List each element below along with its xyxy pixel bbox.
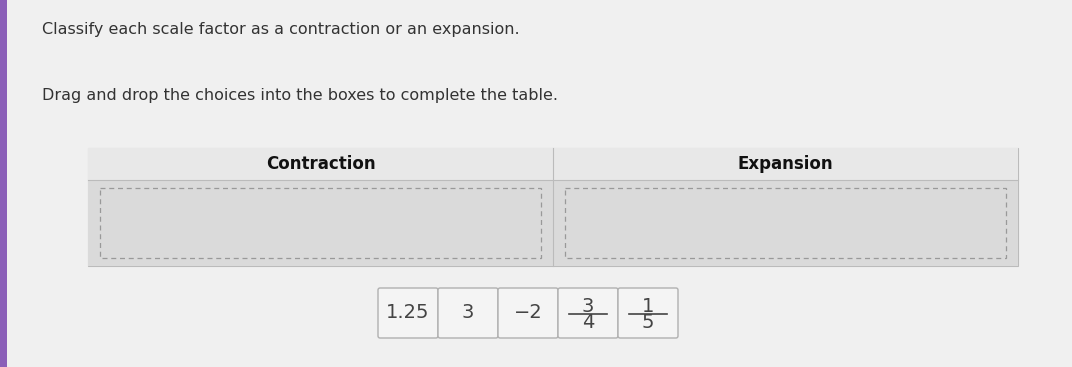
Bar — [88, 180, 1018, 266]
Text: 1.25: 1.25 — [386, 304, 430, 323]
Text: 4: 4 — [582, 313, 594, 333]
Text: 3: 3 — [462, 304, 474, 323]
Text: 5: 5 — [642, 313, 654, 333]
Text: Drag and drop the choices into the boxes to complete the table.: Drag and drop the choices into the boxes… — [42, 88, 559, 103]
FancyBboxPatch shape — [498, 288, 559, 338]
Text: −2: −2 — [513, 304, 542, 323]
FancyBboxPatch shape — [378, 288, 438, 338]
Text: Classify each scale factor as a contraction or an expansion.: Classify each scale factor as a contract… — [42, 22, 520, 37]
Text: 3: 3 — [582, 297, 594, 316]
FancyBboxPatch shape — [559, 288, 617, 338]
Bar — [565, 188, 1006, 258]
Text: 1: 1 — [642, 297, 654, 316]
Text: Contraction: Contraction — [266, 155, 375, 173]
FancyBboxPatch shape — [617, 288, 678, 338]
Text: Expansion: Expansion — [738, 155, 833, 173]
Bar — [100, 188, 541, 258]
FancyBboxPatch shape — [438, 288, 498, 338]
Bar — [88, 148, 1018, 180]
Bar — [0, 0, 8, 367]
Bar — [88, 148, 1018, 266]
